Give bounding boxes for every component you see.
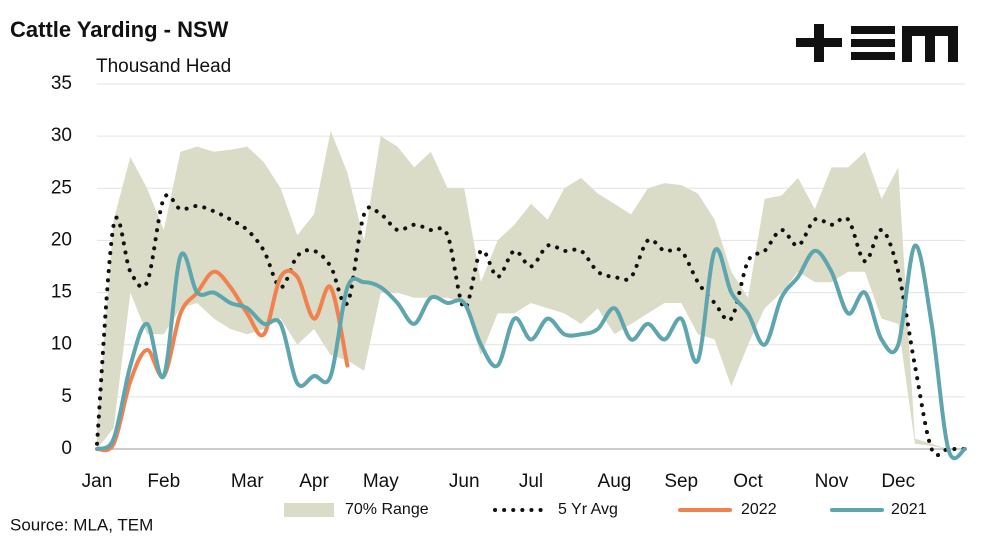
legend-label: 2021: [891, 501, 927, 518]
y-tick-label: 0: [61, 438, 72, 459]
x-tick-label: Jul: [519, 471, 543, 492]
y-tick-label: 5: [61, 386, 72, 407]
y-tick-label: 25: [51, 177, 72, 198]
x-tick-label: Apr: [299, 471, 329, 492]
y-tick-label: 15: [51, 282, 72, 303]
y-tick-label: 20: [51, 229, 72, 250]
x-tick-label: May: [363, 471, 399, 492]
y-tick-label: 35: [51, 73, 72, 94]
x-tick-label: Aug: [598, 471, 632, 492]
x-tick-label: Sep: [664, 471, 698, 492]
x-tick-label: Feb: [147, 471, 180, 492]
x-tick-label: Nov: [815, 471, 849, 492]
y-axis-label: Thousand Head: [96, 56, 231, 77]
legend-label: 5 Yr Avg: [558, 501, 618, 518]
x-tick-label: Mar: [231, 471, 264, 492]
legend-label: 2022: [741, 501, 777, 518]
y-tick-label: 30: [51, 125, 72, 146]
y-tick-label: 10: [51, 334, 72, 355]
x-tick-label: Jan: [82, 471, 113, 492]
series-line: [95, 268, 350, 453]
logo: [796, 24, 958, 62]
legend-swatch: [284, 503, 334, 517]
series-line: [95, 243, 967, 461]
x-tick-label: Oct: [733, 471, 763, 492]
legend-label: 70% Range: [345, 501, 429, 518]
chart-title: Cattle Yarding - NSW: [10, 17, 229, 42]
range-band: [97, 130, 965, 449]
x-tick-label: Dec: [881, 471, 915, 492]
avg-line: [95, 193, 967, 458]
x-tick-label: Jun: [449, 471, 480, 492]
source: Source: MLA, TEM: [10, 515, 153, 534]
